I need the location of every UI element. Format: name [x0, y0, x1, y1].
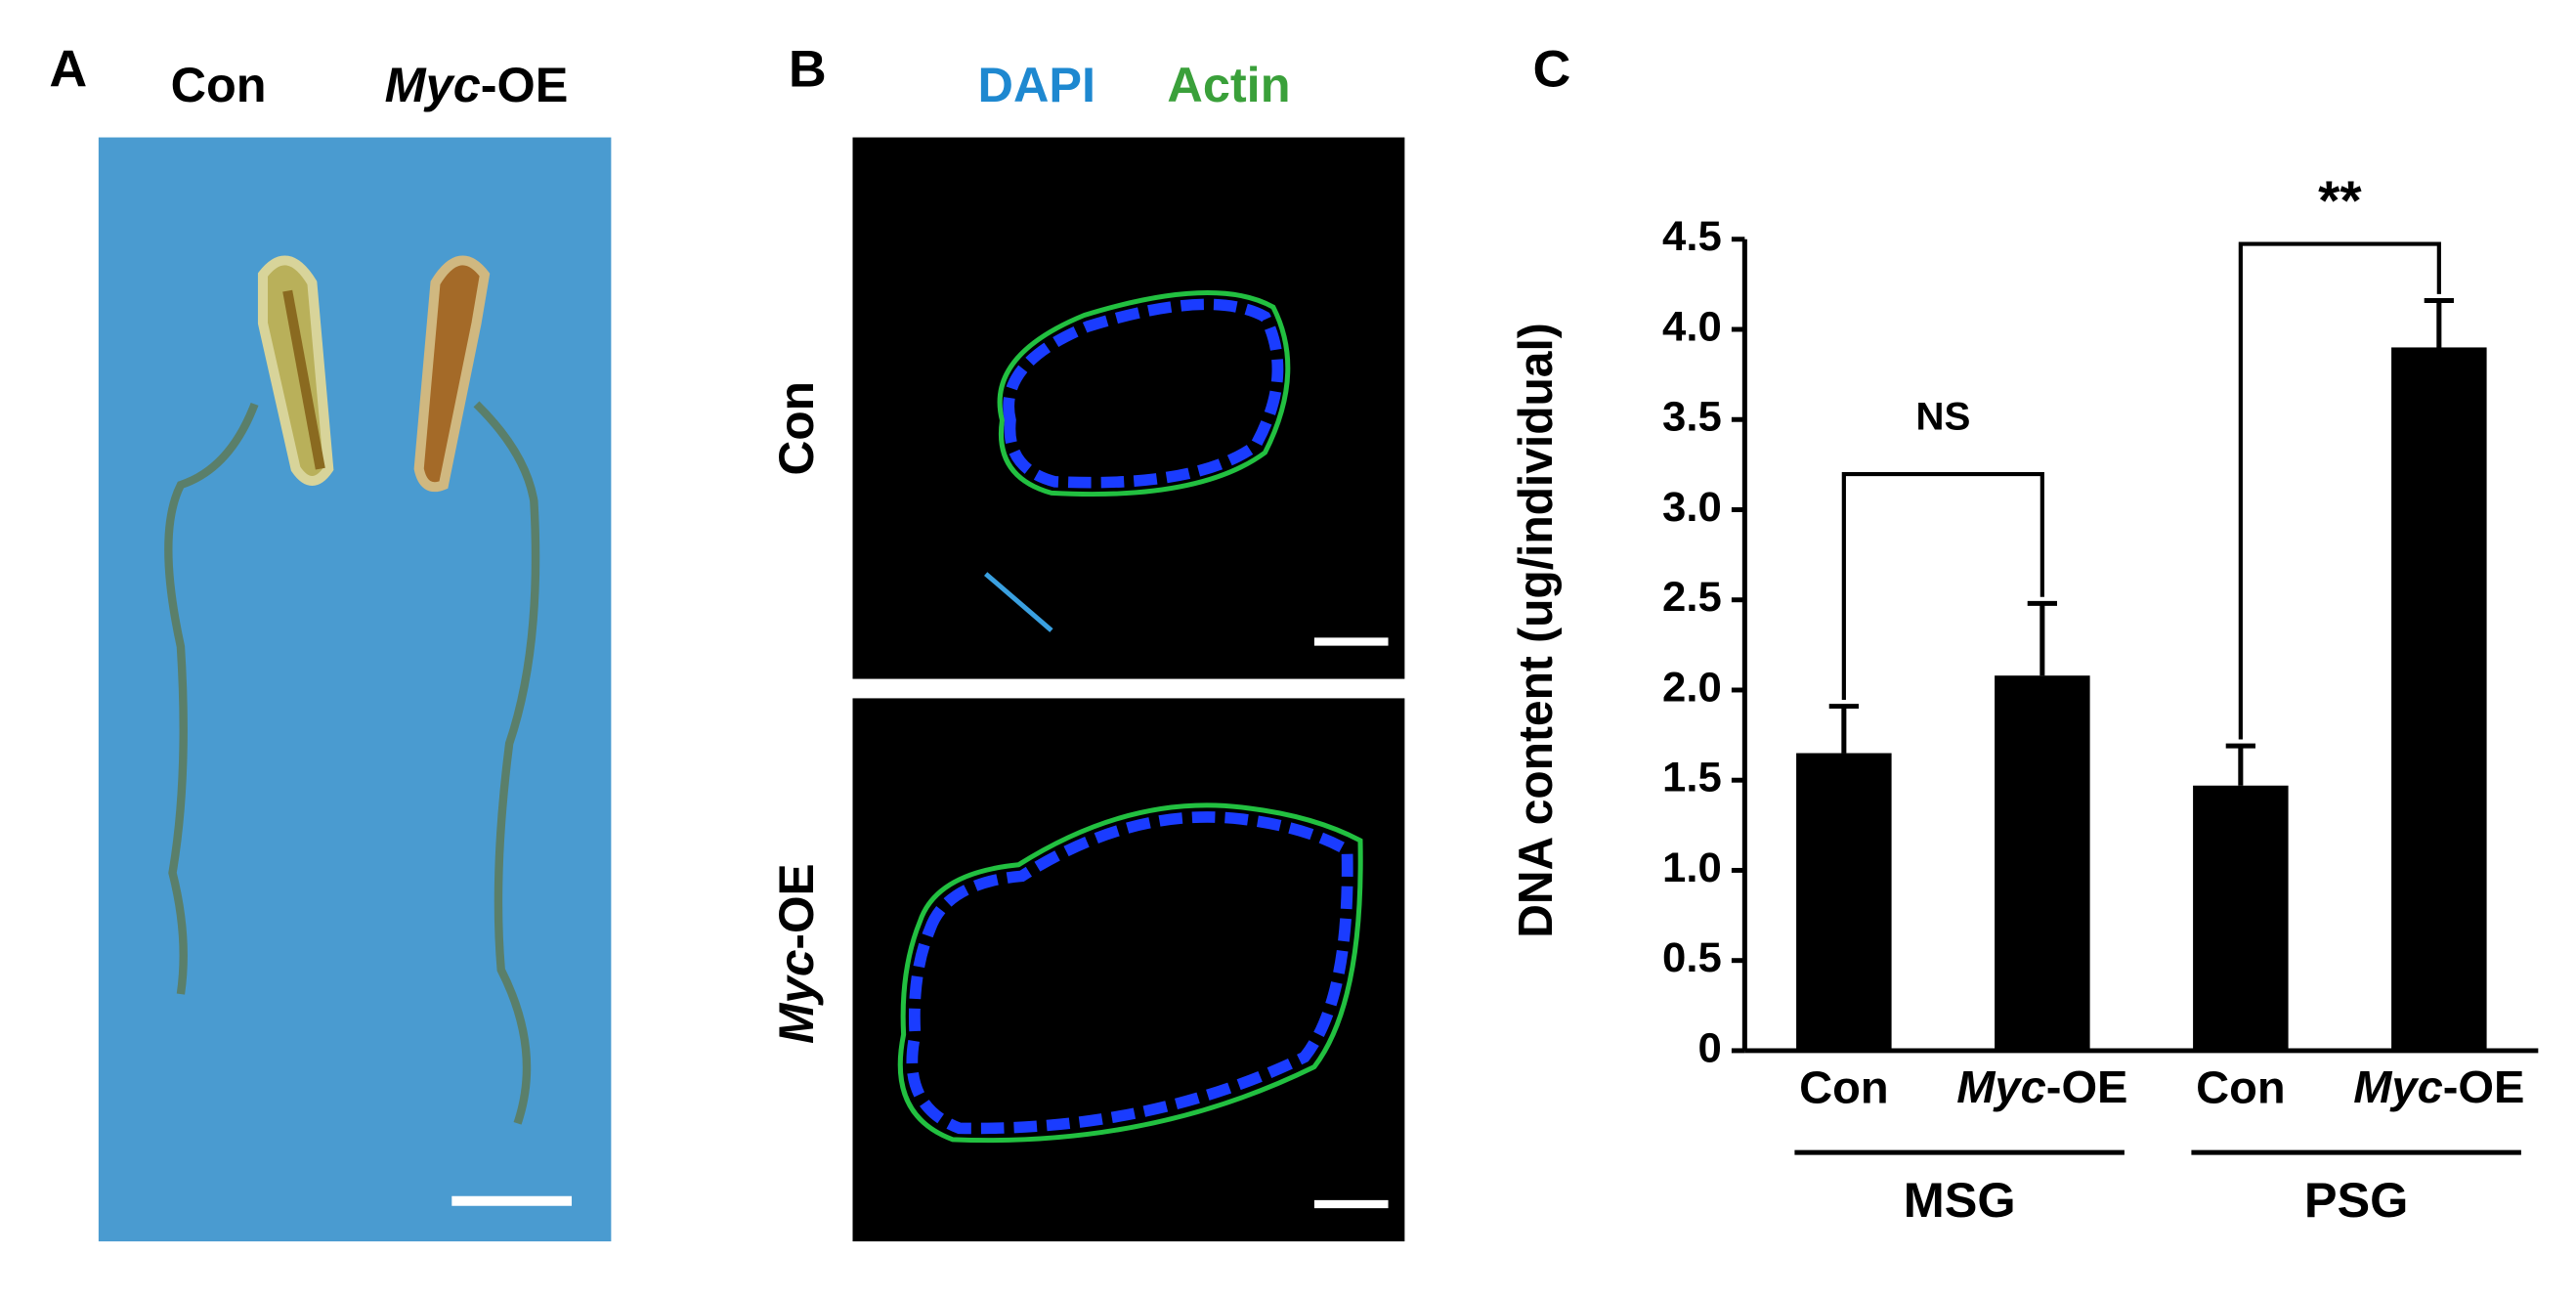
- x-tick-label: Con: [2196, 1062, 2285, 1113]
- y-tick-label: 2.5: [1662, 574, 1722, 621]
- stain-label: DAPI: [978, 58, 1095, 112]
- y-tick-label: 3.0: [1662, 484, 1722, 531]
- x-tick-label: Myc-OE: [1956, 1062, 2127, 1113]
- row-label: Myc-OE: [769, 863, 824, 1044]
- y-tick-label: 0.5: [1662, 934, 1722, 981]
- bar: [1995, 675, 2090, 1051]
- x-tick-label: Con: [1799, 1062, 1888, 1113]
- error-bar: [2424, 297, 2454, 348]
- column-label: Con: [171, 58, 267, 112]
- y-tick-label: 2.0: [1662, 665, 1722, 712]
- y-tick-label: 1.0: [1662, 844, 1722, 891]
- panel-letter: A: [49, 41, 87, 99]
- column-label: Myc-OE: [385, 58, 569, 112]
- annotation: **: [2318, 171, 2361, 232]
- annotation: NS: [1915, 396, 1970, 439]
- error-bar: [1828, 704, 1859, 754]
- bar: [1796, 753, 1892, 1051]
- stain-label: Actin: [1167, 58, 1290, 112]
- bar: [2391, 347, 2487, 1051]
- y-tick-label: 4.0: [1662, 304, 1722, 351]
- row-label: Con: [769, 381, 824, 475]
- x-tick-label: Myc-OE: [2353, 1062, 2524, 1113]
- y-axis-label: DNA content (ug/individual): [1510, 323, 1563, 937]
- micrograph: [852, 137, 1405, 1242]
- group-label: MSG: [1904, 1174, 2016, 1229]
- significance-bracket: [1841, 472, 2044, 700]
- y-tick-label: 3.5: [1662, 394, 1722, 441]
- panel-letter: B: [789, 41, 827, 99]
- y-tick-label: 0: [1698, 1025, 1722, 1072]
- group-label: PSG: [2304, 1174, 2408, 1229]
- error-bar: [2225, 743, 2255, 786]
- y-tick-label: 4.5: [1662, 213, 1722, 260]
- bar: [2193, 785, 2289, 1051]
- photo: [98, 137, 612, 1242]
- significance-bracket: [2238, 241, 2441, 740]
- error-bar: [2027, 600, 2057, 676]
- y-tick-label: 1.5: [1662, 755, 1722, 801]
- panel-letter: C: [1532, 41, 1570, 99]
